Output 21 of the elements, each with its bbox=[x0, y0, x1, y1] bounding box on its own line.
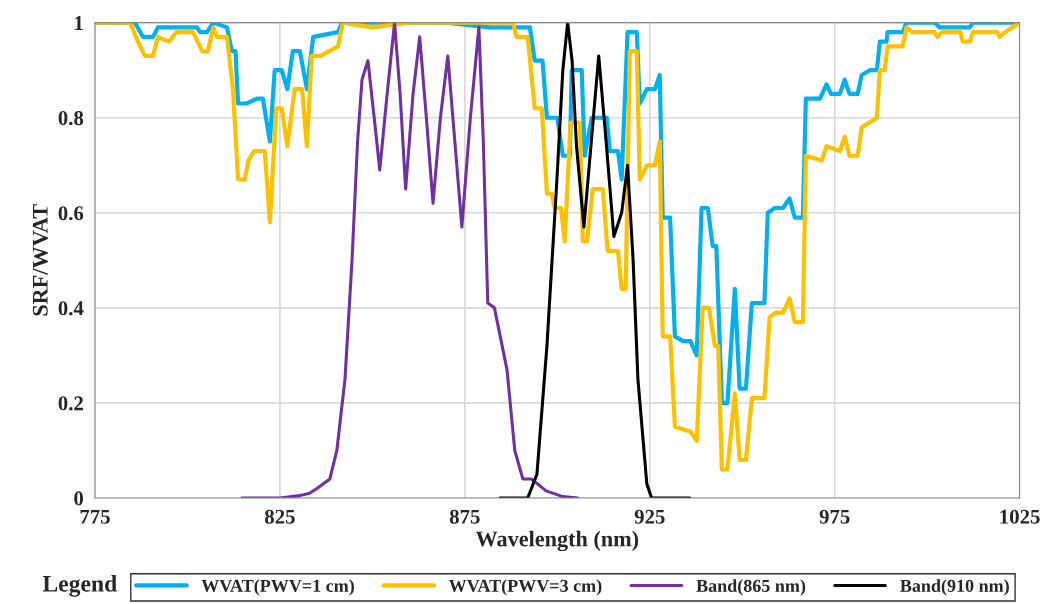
y-axis-title: SRF/WVAT bbox=[32, 204, 48, 316]
legend-label: Band(865 nm) bbox=[696, 579, 806, 596]
line-series bbox=[240, 22, 580, 498]
legend-title: Legend bbox=[42, 575, 117, 597]
y-tick-label: 0.2 bbox=[58, 396, 83, 411]
y-tick-label: 0.8 bbox=[58, 111, 84, 126]
x-tick-label: 925 bbox=[634, 509, 665, 524]
x-tick-label: 775 bbox=[80, 509, 110, 524]
legend-label: WVAT(PWV=1 cm) bbox=[201, 579, 354, 596]
legend-label: Band(910 nm) bbox=[900, 579, 1009, 596]
x-tick-label: 825 bbox=[264, 509, 295, 524]
legend-label: WVAT(PWV=3 cm) bbox=[448, 579, 602, 596]
x-tick-label: 1025 bbox=[1000, 509, 1040, 524]
y-tick-label: 0 bbox=[74, 491, 84, 506]
x-tick-label: 875 bbox=[449, 509, 480, 524]
y-tick-label: 0.6 bbox=[58, 206, 84, 221]
x-axis-title: Wavelength (nm) bbox=[475, 530, 639, 552]
line-series bbox=[498, 22, 692, 498]
y-tick-label: 1 bbox=[75, 16, 83, 30]
y-tick-label: 0.4 bbox=[58, 301, 84, 316]
x-tick-label: 975 bbox=[819, 509, 850, 524]
